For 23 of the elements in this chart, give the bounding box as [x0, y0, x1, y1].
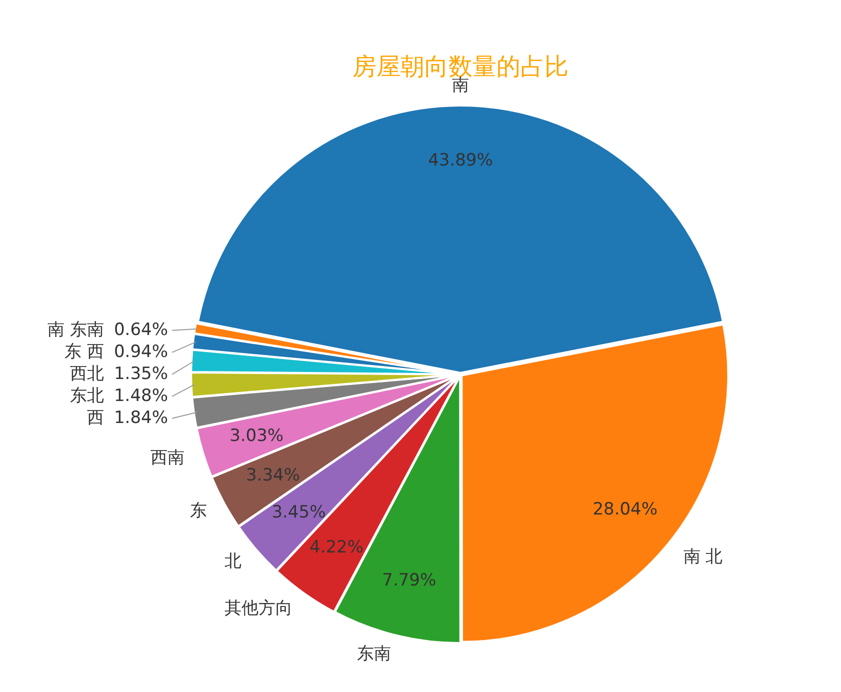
slice-label: 西北 — [70, 364, 104, 384]
data-label: 1.35% — [114, 364, 168, 384]
data-label: 0.94% — [114, 342, 168, 362]
data-label: 4.22% — [310, 537, 364, 558]
slice-label: 其他方向 — [224, 598, 293, 619]
slice-label: 南 北 — [683, 547, 723, 568]
data-label: 43.89% — [428, 150, 493, 171]
data-label: 1.84% — [114, 408, 168, 428]
slice-label: 西 — [86, 408, 104, 428]
slice-label: 南 东南 — [48, 320, 104, 340]
data-label: 0.64% — [114, 320, 168, 340]
data-label: 3.03% — [230, 426, 284, 446]
data-label: 3.34% — [246, 465, 300, 486]
data-label: 28.04% — [592, 499, 658, 520]
slice-label: 东南 — [356, 644, 391, 664]
slice-label: 东 西 — [64, 342, 104, 362]
slice-label: 东 — [190, 501, 207, 522]
data-label: 3.45% — [272, 502, 326, 523]
data-label: 7.79% — [382, 570, 436, 591]
slice-label: 西南 — [150, 448, 185, 468]
slice-label: 北 — [224, 552, 242, 572]
slice-label: 东北 — [70, 386, 104, 406]
data-label: 1.48% — [114, 386, 168, 406]
